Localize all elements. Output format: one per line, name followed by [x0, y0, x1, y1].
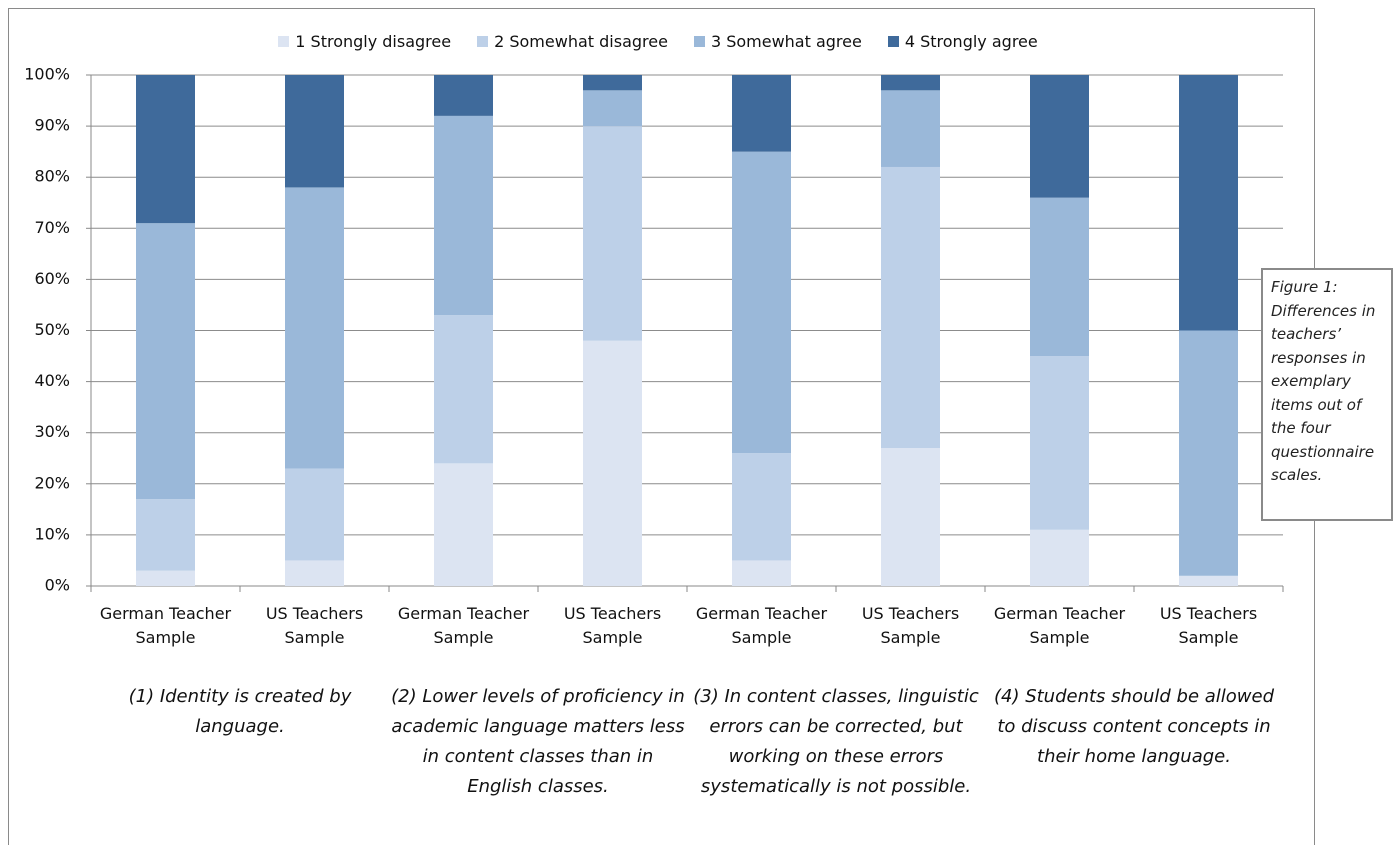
- bar-segment: [285, 560, 344, 586]
- y-tick-label: 70%: [34, 218, 70, 237]
- bar-segment: [732, 560, 791, 586]
- bar-segment: [136, 499, 195, 571]
- bar-segment: [136, 75, 195, 224]
- legend-label: 4 Strongly agree: [904, 32, 1038, 51]
- y-tick-label: 40%: [34, 371, 70, 390]
- y-tick-label: 30%: [34, 422, 70, 441]
- legend-item: 3 Somewhat agree: [693, 32, 862, 51]
- bar-segment: [732, 151, 791, 454]
- bar-segment: [881, 75, 940, 91]
- bar-segment: [1179, 330, 1238, 576]
- x-tick-label: US Teachers Sample: [265, 604, 364, 647]
- bar-segment: [434, 463, 493, 586]
- bar-segment: [285, 468, 344, 561]
- bar-segment: [583, 75, 642, 91]
- bar-segment: [285, 75, 344, 188]
- x-tick-label: US Teachers Sample: [861, 604, 960, 647]
- legend-swatch: [693, 36, 705, 47]
- bar-segment: [583, 90, 642, 127]
- legend: 1 Strongly disagree 2 Somewhat disagree 3 …: [0, 32, 1316, 51]
- bar-segment: [285, 187, 344, 469]
- bar-segment: [434, 75, 493, 116]
- bar-segment: [732, 75, 791, 152]
- legend-swatch: [477, 36, 489, 47]
- y-tick-label: 90%: [34, 116, 70, 135]
- y-tick-label: 80%: [34, 167, 70, 186]
- bar-segment: [1030, 197, 1089, 357]
- legend-label: 3 Somewhat agree: [710, 32, 862, 51]
- x-tick-label: German Teacher Sample: [397, 604, 530, 647]
- group-label: (2) Lower levels of proficiency in acade…: [391, 686, 685, 797]
- group-label: (3) In content classes, linguistic error…: [693, 686, 979, 797]
- x-tick-label: US Teachers Sample: [563, 604, 662, 647]
- y-tick-label: 60%: [34, 269, 70, 288]
- y-tick-label: 10%: [34, 524, 70, 543]
- bar-segment: [881, 448, 940, 586]
- bar-segment: [1030, 356, 1089, 530]
- legend-label: 1 Strongly disagree: [295, 32, 452, 51]
- y-tick-label: 20%: [34, 473, 70, 492]
- x-tick-label: German Teacher Sample: [993, 604, 1126, 647]
- x-tick-label: US Teachers Sample: [1159, 604, 1258, 647]
- legend-item: 1 Strongly disagree: [278, 32, 451, 51]
- bar-segment: [1030, 529, 1089, 586]
- x-tick-label: German Teacher Sample: [99, 604, 232, 647]
- bar-segment: [434, 115, 493, 316]
- legend-item: 2 Somewhat disagree: [477, 32, 668, 51]
- bar-segment: [1179, 75, 1238, 331]
- bar-segment: [434, 315, 493, 464]
- legend-item: 4 Strongly agree: [887, 32, 1038, 51]
- chart: 0% 10% 20% 30% 40% 50% 60% 70% 80% 90% 100%: [24, 65, 1284, 595]
- bar-segment: [1179, 575, 1238, 586]
- legend-swatch: [278, 36, 290, 47]
- bar-segment: [583, 126, 642, 341]
- y-tick-label: 0%: [45, 576, 70, 595]
- bar-segment: [583, 340, 642, 586]
- x-tick-label: German Teacher Sample: [695, 604, 828, 647]
- group-label: (1) Identity is created by language.: [128, 686, 352, 737]
- bar-segment: [136, 223, 195, 500]
- group-label: (4) Students should be allowed to discus…: [993, 686, 1275, 767]
- legend-swatch: [887, 36, 899, 47]
- bar-segment: [1030, 75, 1089, 198]
- y-tick-label: 100%: [24, 65, 70, 84]
- bar-segment: [881, 90, 940, 167]
- bar-segment: [136, 570, 195, 586]
- bar-segment: [881, 166, 940, 449]
- legend-label: 2 Somewhat disagree: [494, 32, 668, 51]
- bar-segment: [732, 453, 791, 561]
- figure-caption: Figure 1: Differences in teachers’ respo…: [1261, 268, 1393, 521]
- y-tick-label: 50%: [34, 320, 70, 339]
